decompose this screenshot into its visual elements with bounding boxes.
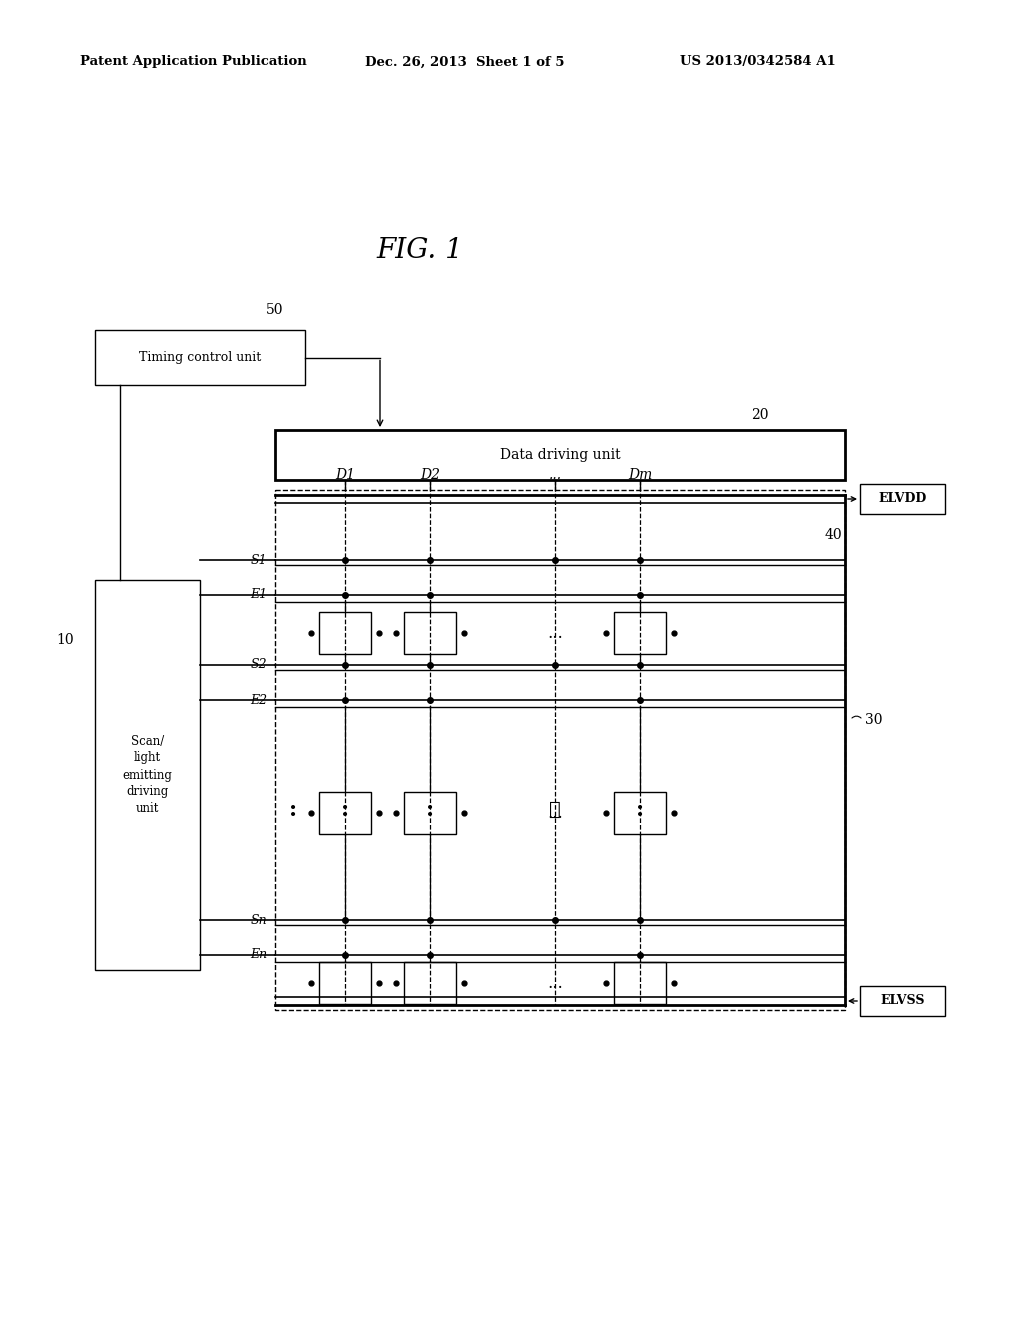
Bar <box>404 792 456 834</box>
Bar <box>614 962 666 1005</box>
Text: :: : <box>341 799 349 821</box>
Text: 40: 40 <box>825 528 843 543</box>
Text: 20: 20 <box>752 408 769 422</box>
Bar <box>95 330 305 385</box>
Text: ...: ... <box>549 469 561 482</box>
Bar <box>95 579 200 970</box>
Text: Patent Application Publication: Patent Application Publication <box>80 55 307 69</box>
Text: S1: S1 <box>251 553 267 566</box>
Text: D2: D2 <box>420 469 440 482</box>
Text: ...: ... <box>547 804 563 821</box>
Text: 50: 50 <box>266 304 284 317</box>
Text: :: : <box>426 799 434 821</box>
Text: Dm: Dm <box>628 469 652 482</box>
Text: ...: ... <box>547 974 563 991</box>
Text: US 2013/0342584 A1: US 2013/0342584 A1 <box>680 55 836 69</box>
Text: ...: ... <box>547 624 563 642</box>
Bar <box>319 612 371 653</box>
Text: En: En <box>250 949 267 961</box>
Text: ELVSS: ELVSS <box>881 994 925 1007</box>
Text: Timing control unit: Timing control unit <box>139 351 261 364</box>
Text: 10: 10 <box>56 634 74 647</box>
Bar <box>319 792 371 834</box>
Bar <box>860 986 945 1016</box>
Text: Sn: Sn <box>251 913 267 927</box>
Bar <box>614 612 666 653</box>
Text: Scan/
light
emitting
driving
unit: Scan/ light emitting driving unit <box>123 734 172 816</box>
Text: E2: E2 <box>250 693 267 706</box>
Text: 30: 30 <box>865 713 883 727</box>
Text: E1: E1 <box>250 589 267 602</box>
Bar <box>404 612 456 653</box>
Bar <box>319 962 371 1005</box>
Text: ⋱: ⋱ <box>549 801 561 818</box>
Bar <box>275 490 845 1010</box>
Text: Dec. 26, 2013  Sheet 1 of 5: Dec. 26, 2013 Sheet 1 of 5 <box>365 55 564 69</box>
Text: :: : <box>636 799 644 821</box>
Text: Data driving unit: Data driving unit <box>500 447 621 462</box>
Text: :: : <box>289 799 297 821</box>
Bar <box>860 484 945 513</box>
Text: FIG. 1: FIG. 1 <box>377 236 464 264</box>
Text: ELVDD: ELVDD <box>879 492 927 506</box>
Text: S2: S2 <box>251 659 267 672</box>
Bar <box>404 962 456 1005</box>
Bar <box>614 792 666 834</box>
Bar <box>275 430 845 480</box>
Text: D1: D1 <box>335 469 355 482</box>
